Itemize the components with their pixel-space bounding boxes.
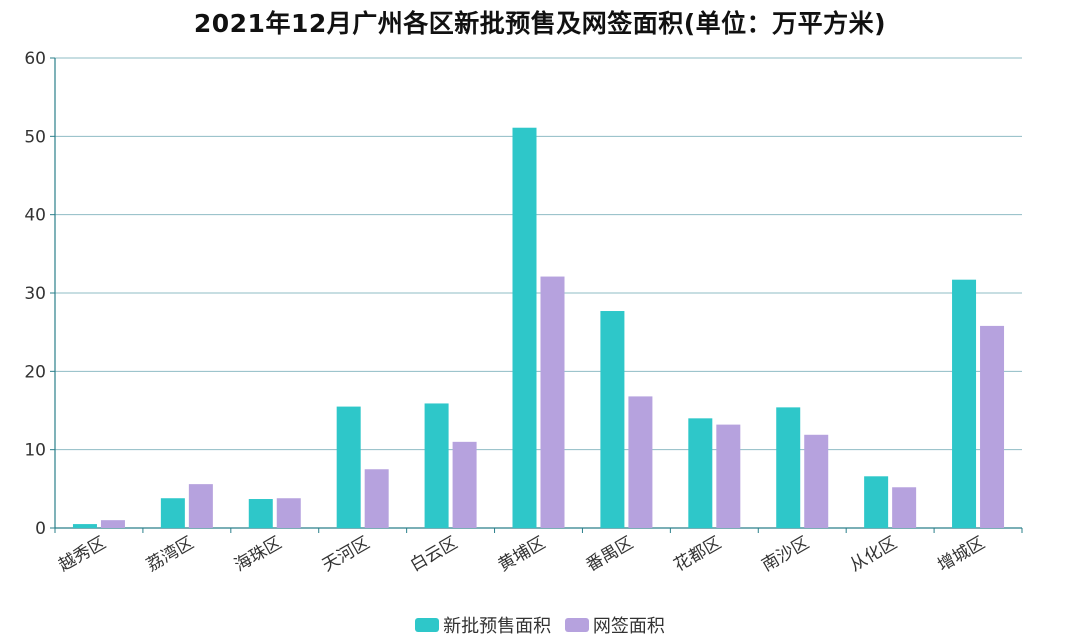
legend-swatch-presale xyxy=(415,618,440,632)
bar-presale[interactable] xyxy=(72,524,97,528)
legend-item-presale[interactable]: 新批预售面积 xyxy=(415,612,551,638)
y-tick-label: 60 xyxy=(24,49,46,69)
bar-presale[interactable] xyxy=(512,127,537,528)
x-tick-label: 增城区 xyxy=(934,533,988,576)
legend: 新批预售面积 网签面积 xyxy=(0,612,1080,638)
axis-labels: 0 10 20 30 40 50 60 越秀区 荔湾区 海珠区 天河区 白云区 黄埔区 番禺区 花都区 南沙区… xyxy=(24,49,988,576)
y-tick-label: 0 xyxy=(35,519,46,539)
x-tick-label: 南沙区 xyxy=(759,533,813,576)
bar-signed[interactable] xyxy=(100,520,125,528)
axes xyxy=(50,57,1023,533)
x-tick-label: 白云区 xyxy=(407,533,461,576)
legend-item-signed[interactable]: 网签面积 xyxy=(564,612,665,638)
grid-lines xyxy=(55,57,1022,451)
bar-presale[interactable] xyxy=(864,476,889,528)
bar-presale[interactable] xyxy=(600,311,625,528)
legend-swatch-signed xyxy=(564,618,589,632)
bar-presale[interactable] xyxy=(424,403,449,528)
chart-title: 2021年12月广州各区新批预售及网签面积(单位：万平方米) xyxy=(193,9,887,38)
x-tick-label: 番禺区 xyxy=(583,533,637,576)
bar-signed[interactable] xyxy=(188,484,213,528)
x-tick-label: 花都区 xyxy=(671,533,725,576)
bars xyxy=(72,127,1005,528)
x-tick-label: 荔湾区 xyxy=(143,533,197,576)
legend-label-signed: 网签面积 xyxy=(592,616,665,637)
y-tick-label: 50 xyxy=(24,127,46,147)
bar-presale[interactable] xyxy=(248,499,273,528)
bar-presale[interactable] xyxy=(160,498,185,528)
x-tick-label: 海珠区 xyxy=(231,533,285,576)
x-tick-label: 从化区 xyxy=(846,533,900,576)
bar-signed[interactable] xyxy=(276,498,301,528)
bar-presale[interactable] xyxy=(336,406,361,528)
bar-signed[interactable] xyxy=(628,396,653,528)
bar-signed[interactable] xyxy=(716,424,741,528)
bar-signed[interactable] xyxy=(452,441,477,528)
x-tick-label: 天河区 xyxy=(319,533,373,576)
bar-signed[interactable] xyxy=(980,325,1005,528)
bar-signed[interactable] xyxy=(540,276,565,528)
x-tick-label: 黄埔区 xyxy=(495,533,549,576)
y-tick-label: 20 xyxy=(24,362,46,382)
y-tick-label: 10 xyxy=(24,441,46,461)
bar-signed[interactable] xyxy=(804,434,829,528)
bar-presale[interactable] xyxy=(952,279,977,528)
x-tick-label: 越秀区 xyxy=(55,533,109,576)
bar-presale[interactable] xyxy=(776,407,801,528)
bar-signed[interactable] xyxy=(364,469,389,528)
bar-presale[interactable] xyxy=(688,418,713,528)
y-tick-label: 40 xyxy=(24,206,46,226)
bar-signed[interactable] xyxy=(892,487,917,528)
y-tick-label: 30 xyxy=(24,284,46,304)
legend-label-presale: 新批预售面积 xyxy=(443,616,552,637)
